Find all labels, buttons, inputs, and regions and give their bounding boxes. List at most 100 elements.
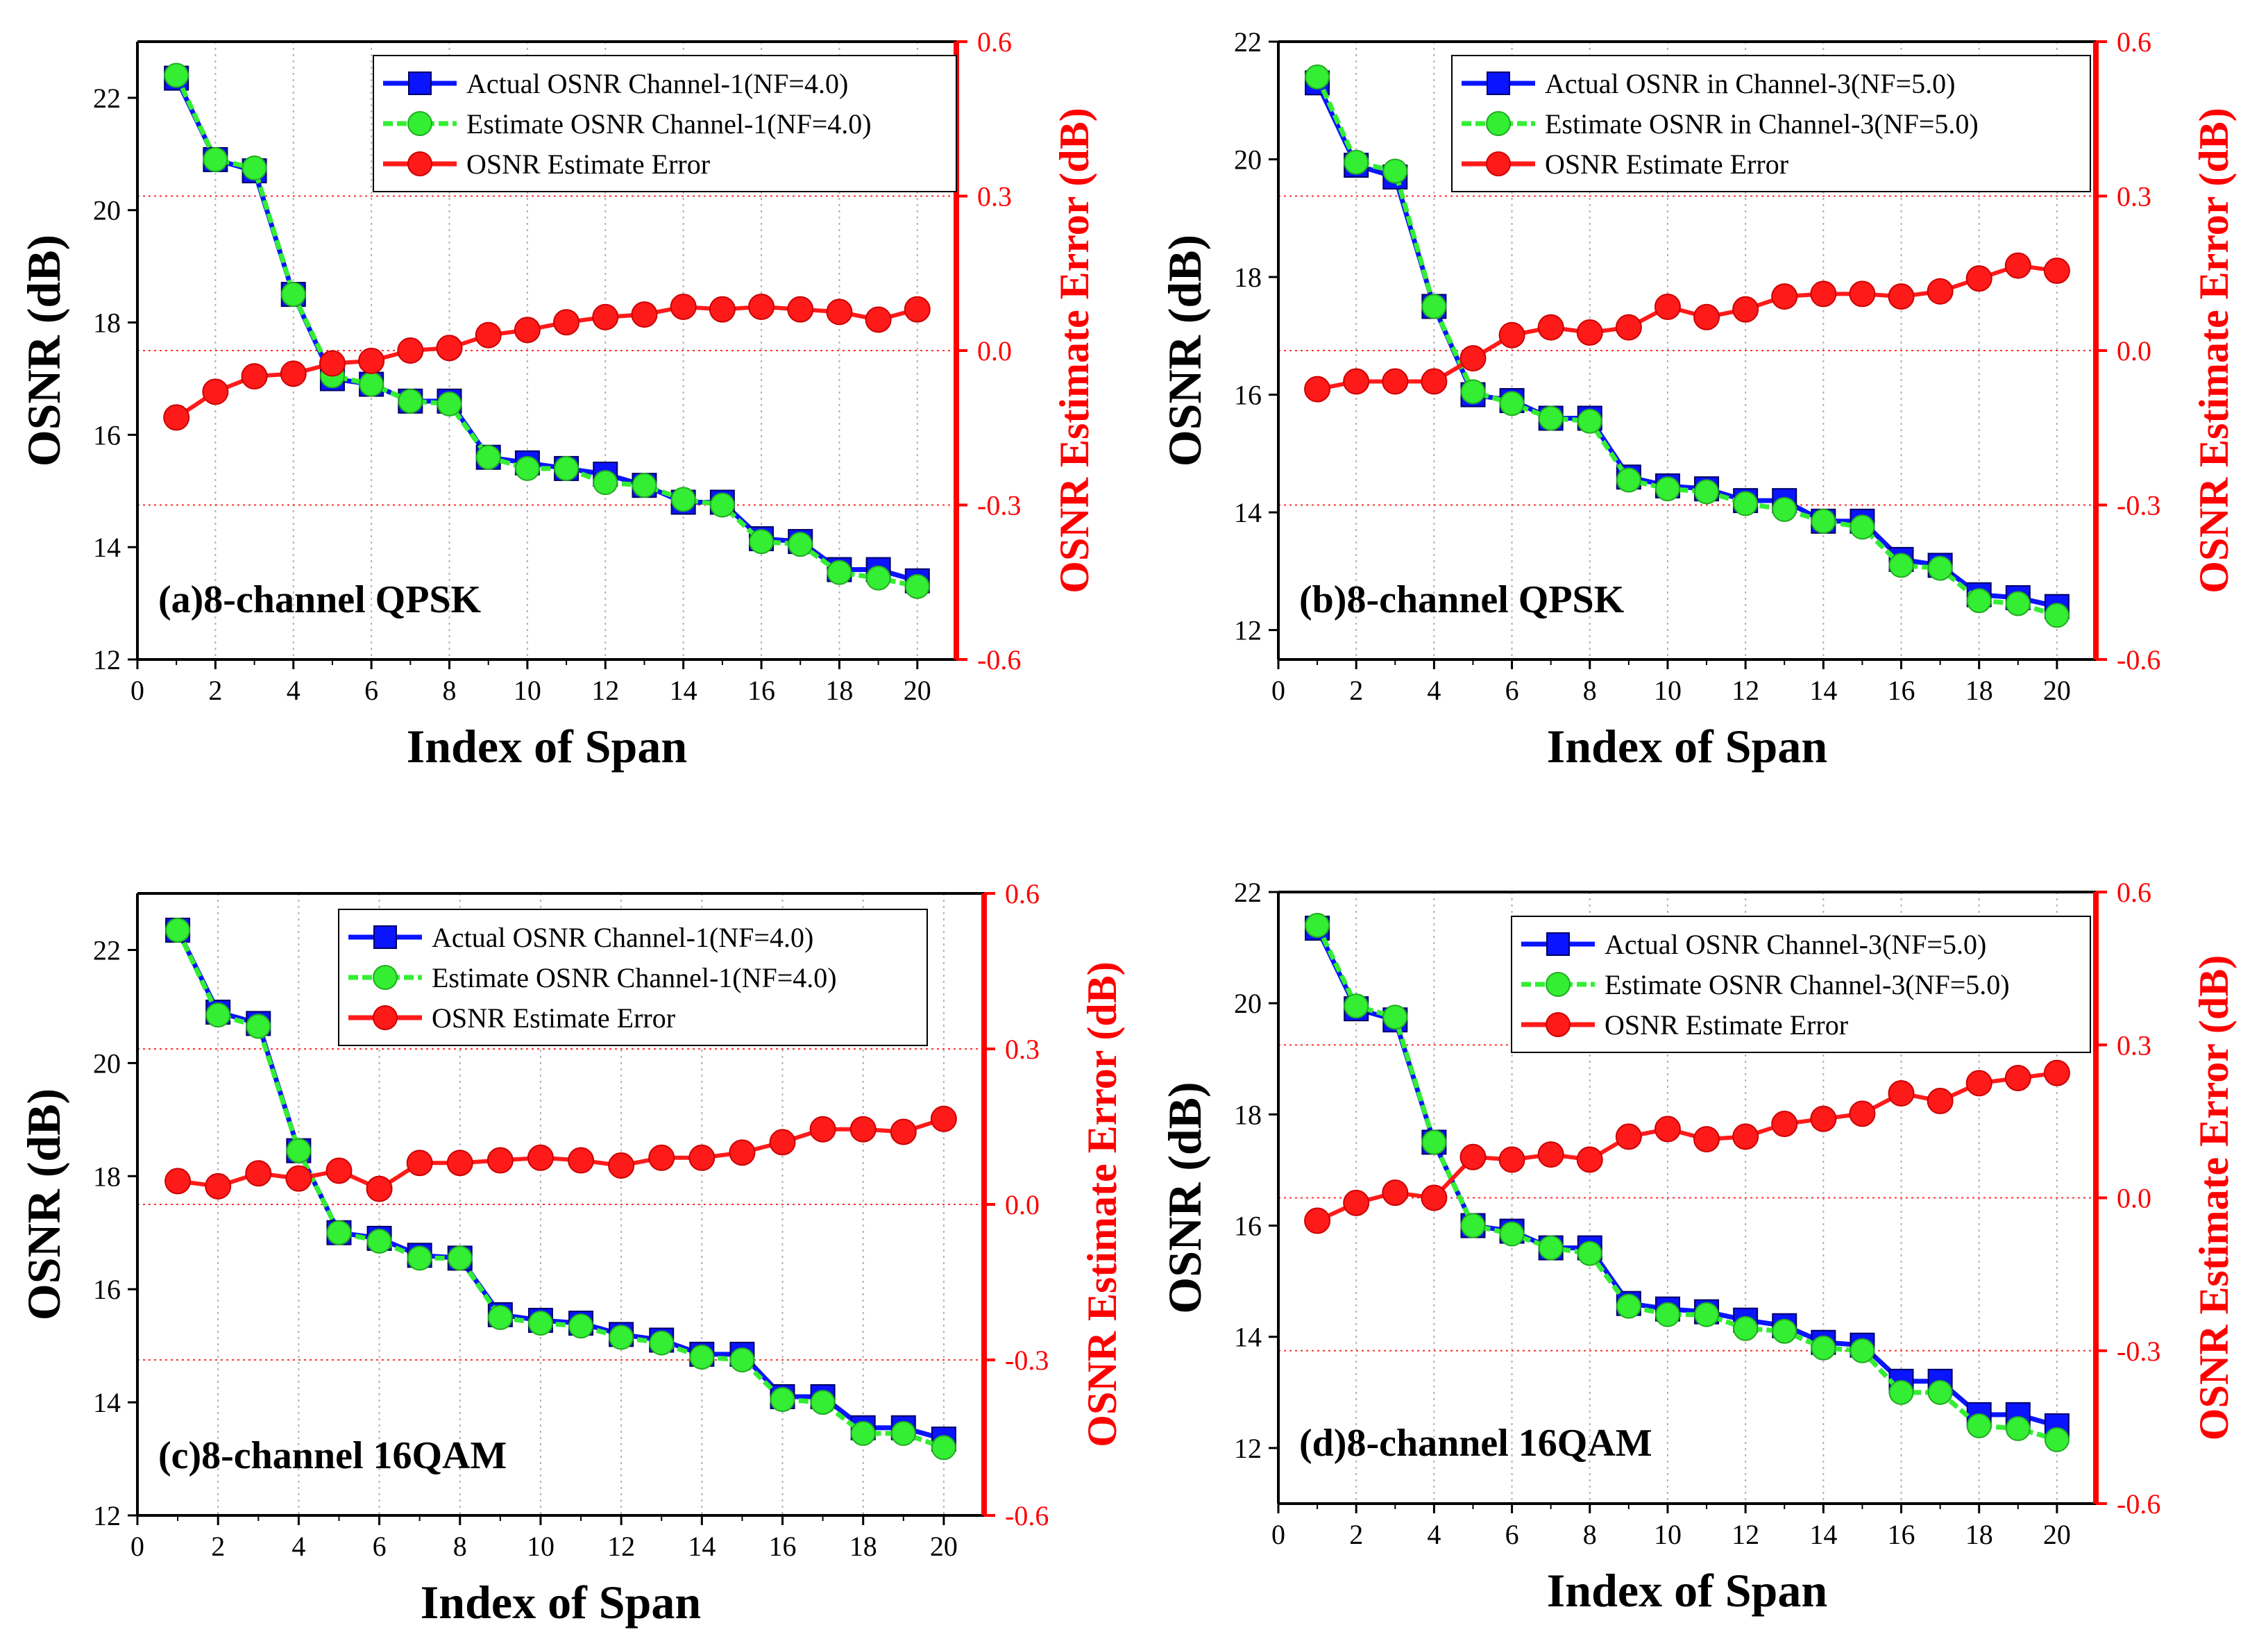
- chart-panel-b: 0 2 4 6 8 10 12 14 16 18 20 12 14 16 18 20 22 -0.6 -0.3 0.0…: [1158, 26, 2237, 773]
- data-point-estimate: [475, 444, 501, 470]
- data-point-estimate: [246, 1014, 271, 1039]
- x-tick-label: 12: [1732, 1519, 1759, 1550]
- legend-marker-actual: [408, 72, 432, 95]
- data-point-estimate: [1499, 391, 1525, 417]
- x-tick-label: 8: [453, 1531, 467, 1562]
- x-tick-label: 8: [1583, 1519, 1597, 1550]
- x-tick-label: 2: [1349, 1519, 1363, 1550]
- y-tick-label: 14: [1234, 1322, 1262, 1353]
- data-point-estimate: [1421, 1129, 1447, 1155]
- x-tick-label: 20: [2043, 1519, 2071, 1550]
- data-point-error: [1576, 319, 1603, 346]
- data-point-estimate: [1577, 408, 1602, 434]
- data-point-error: [164, 1168, 192, 1195]
- data-point-estimate: [1616, 467, 1641, 493]
- right-y-tick-label: 0.6: [977, 26, 1012, 58]
- data-point-estimate: [1344, 149, 1369, 175]
- x-tick-label: 20: [904, 675, 931, 706]
- x-tick-label: 0: [1271, 675, 1285, 706]
- legend-marker-estimate: [407, 111, 432, 136]
- data-point-error: [688, 1144, 716, 1171]
- data-point-error: [1304, 376, 1331, 403]
- data-point-estimate: [788, 532, 813, 557]
- data-point-estimate: [1966, 1413, 1992, 1438]
- series-line-estimate: [1314, 76, 2058, 618]
- data-point-estimate: [1460, 379, 1486, 405]
- data-point-error: [163, 404, 190, 431]
- data-point-estimate: [407, 1245, 432, 1271]
- data-point-error: [446, 1150, 473, 1177]
- data-point-error: [2004, 1064, 2031, 1091]
- data-point-estimate: [280, 282, 306, 308]
- x-tick-label: 14: [688, 1531, 716, 1562]
- x-tick-label: 6: [1505, 1519, 1519, 1550]
- data-point-error: [1927, 278, 1954, 305]
- y-tick-label: 18: [93, 1161, 121, 1192]
- data-point-error: [930, 1105, 957, 1132]
- x-tick-label: 12: [591, 675, 619, 706]
- data-point-estimate: [568, 1313, 594, 1339]
- legend-marker-actual: [373, 925, 397, 949]
- data-point-error: [1965, 265, 1992, 292]
- x-tick-label: 2: [211, 1531, 225, 1562]
- right-y-tick-label: -0.6: [2117, 1488, 2160, 1520]
- data-point-estimate: [1966, 588, 1992, 614]
- data-point-estimate: [1421, 294, 1447, 319]
- x-tick-label: 18: [849, 1531, 877, 1562]
- data-point-error: [202, 378, 229, 405]
- right-y-tick-label: -0.3: [977, 490, 1021, 521]
- x-tick-label: 8: [443, 675, 457, 706]
- data-point-error: [1459, 345, 1487, 372]
- legend-marker-estimate: [1546, 972, 1571, 997]
- data-point-estimate: [437, 391, 462, 417]
- data-point-estimate: [398, 388, 423, 414]
- data-point-estimate: [2005, 591, 2031, 616]
- data-point-error: [514, 317, 541, 344]
- data-point-estimate: [487, 1304, 513, 1330]
- y-tick-label: 22: [1234, 877, 1262, 908]
- panel-annotation: (c)8-channel 16QAM: [158, 1434, 507, 1477]
- y-tick-label: 18: [93, 308, 121, 339]
- x-tick-label: 20: [930, 1531, 958, 1562]
- data-point-error: [1693, 1126, 1720, 1153]
- data-point-estimate: [749, 529, 775, 555]
- legend-marker-error: [1486, 151, 1511, 176]
- y-tick-label: 12: [1234, 1433, 1262, 1464]
- right-y-tick-label: 0.0: [1005, 1189, 1040, 1220]
- data-point-estimate: [770, 1387, 795, 1413]
- data-point-estimate: [1850, 514, 1875, 540]
- data-point-error: [748, 293, 775, 320]
- panel-annotation: (b)8-channel QPSK: [1299, 578, 1625, 621]
- x-tick-label: 10: [1654, 675, 1682, 706]
- data-point-error: [1421, 1184, 1448, 1211]
- data-point-error: [436, 335, 463, 362]
- data-point-error: [2004, 252, 2031, 279]
- data-point-error: [1849, 280, 1876, 308]
- right-y-tick-label: 0.6: [2117, 877, 2151, 908]
- legend-box: [373, 55, 957, 192]
- right-y-tick-label: 0.0: [2117, 1183, 2151, 1214]
- data-point-error: [1927, 1088, 1954, 1115]
- data-point-error: [826, 299, 853, 326]
- chart-panel-c: 0 2 4 6 8 10 12 14 16 18 20 12 14 16 18 20 22 -0.6 -0.3 0.0…: [17, 878, 1125, 1629]
- data-point-error: [2043, 1059, 2070, 1086]
- data-point-estimate: [359, 371, 384, 397]
- data-point-estimate: [164, 62, 189, 88]
- data-point-error: [1888, 1079, 1915, 1107]
- y-tick-label: 18: [1234, 262, 1262, 293]
- legend-label-actual: Actual OSNR Channel-1(NF=4.0): [432, 922, 813, 953]
- legend-box: [1451, 55, 2091, 192]
- right-y-tick-label: -0.6: [977, 644, 1021, 675]
- legend-marker-estimate: [1486, 111, 1511, 136]
- data-point-error: [397, 337, 424, 364]
- x-tick-label: 14: [1809, 675, 1837, 706]
- chart-panel-a: 0 2 4 6 8 10 12 14 16 18 20 12 14 16 18 20 22 -0.6 -0.3 0.0…: [17, 26, 1097, 773]
- data-point-error: [1421, 368, 1448, 395]
- data-point-estimate: [2044, 603, 2070, 628]
- data-point-estimate: [1927, 1379, 1953, 1405]
- data-point-estimate: [632, 473, 657, 498]
- x-tick-label: 8: [1583, 675, 1597, 706]
- data-point-estimate: [890, 1420, 916, 1446]
- data-point-estimate: [1460, 1213, 1486, 1238]
